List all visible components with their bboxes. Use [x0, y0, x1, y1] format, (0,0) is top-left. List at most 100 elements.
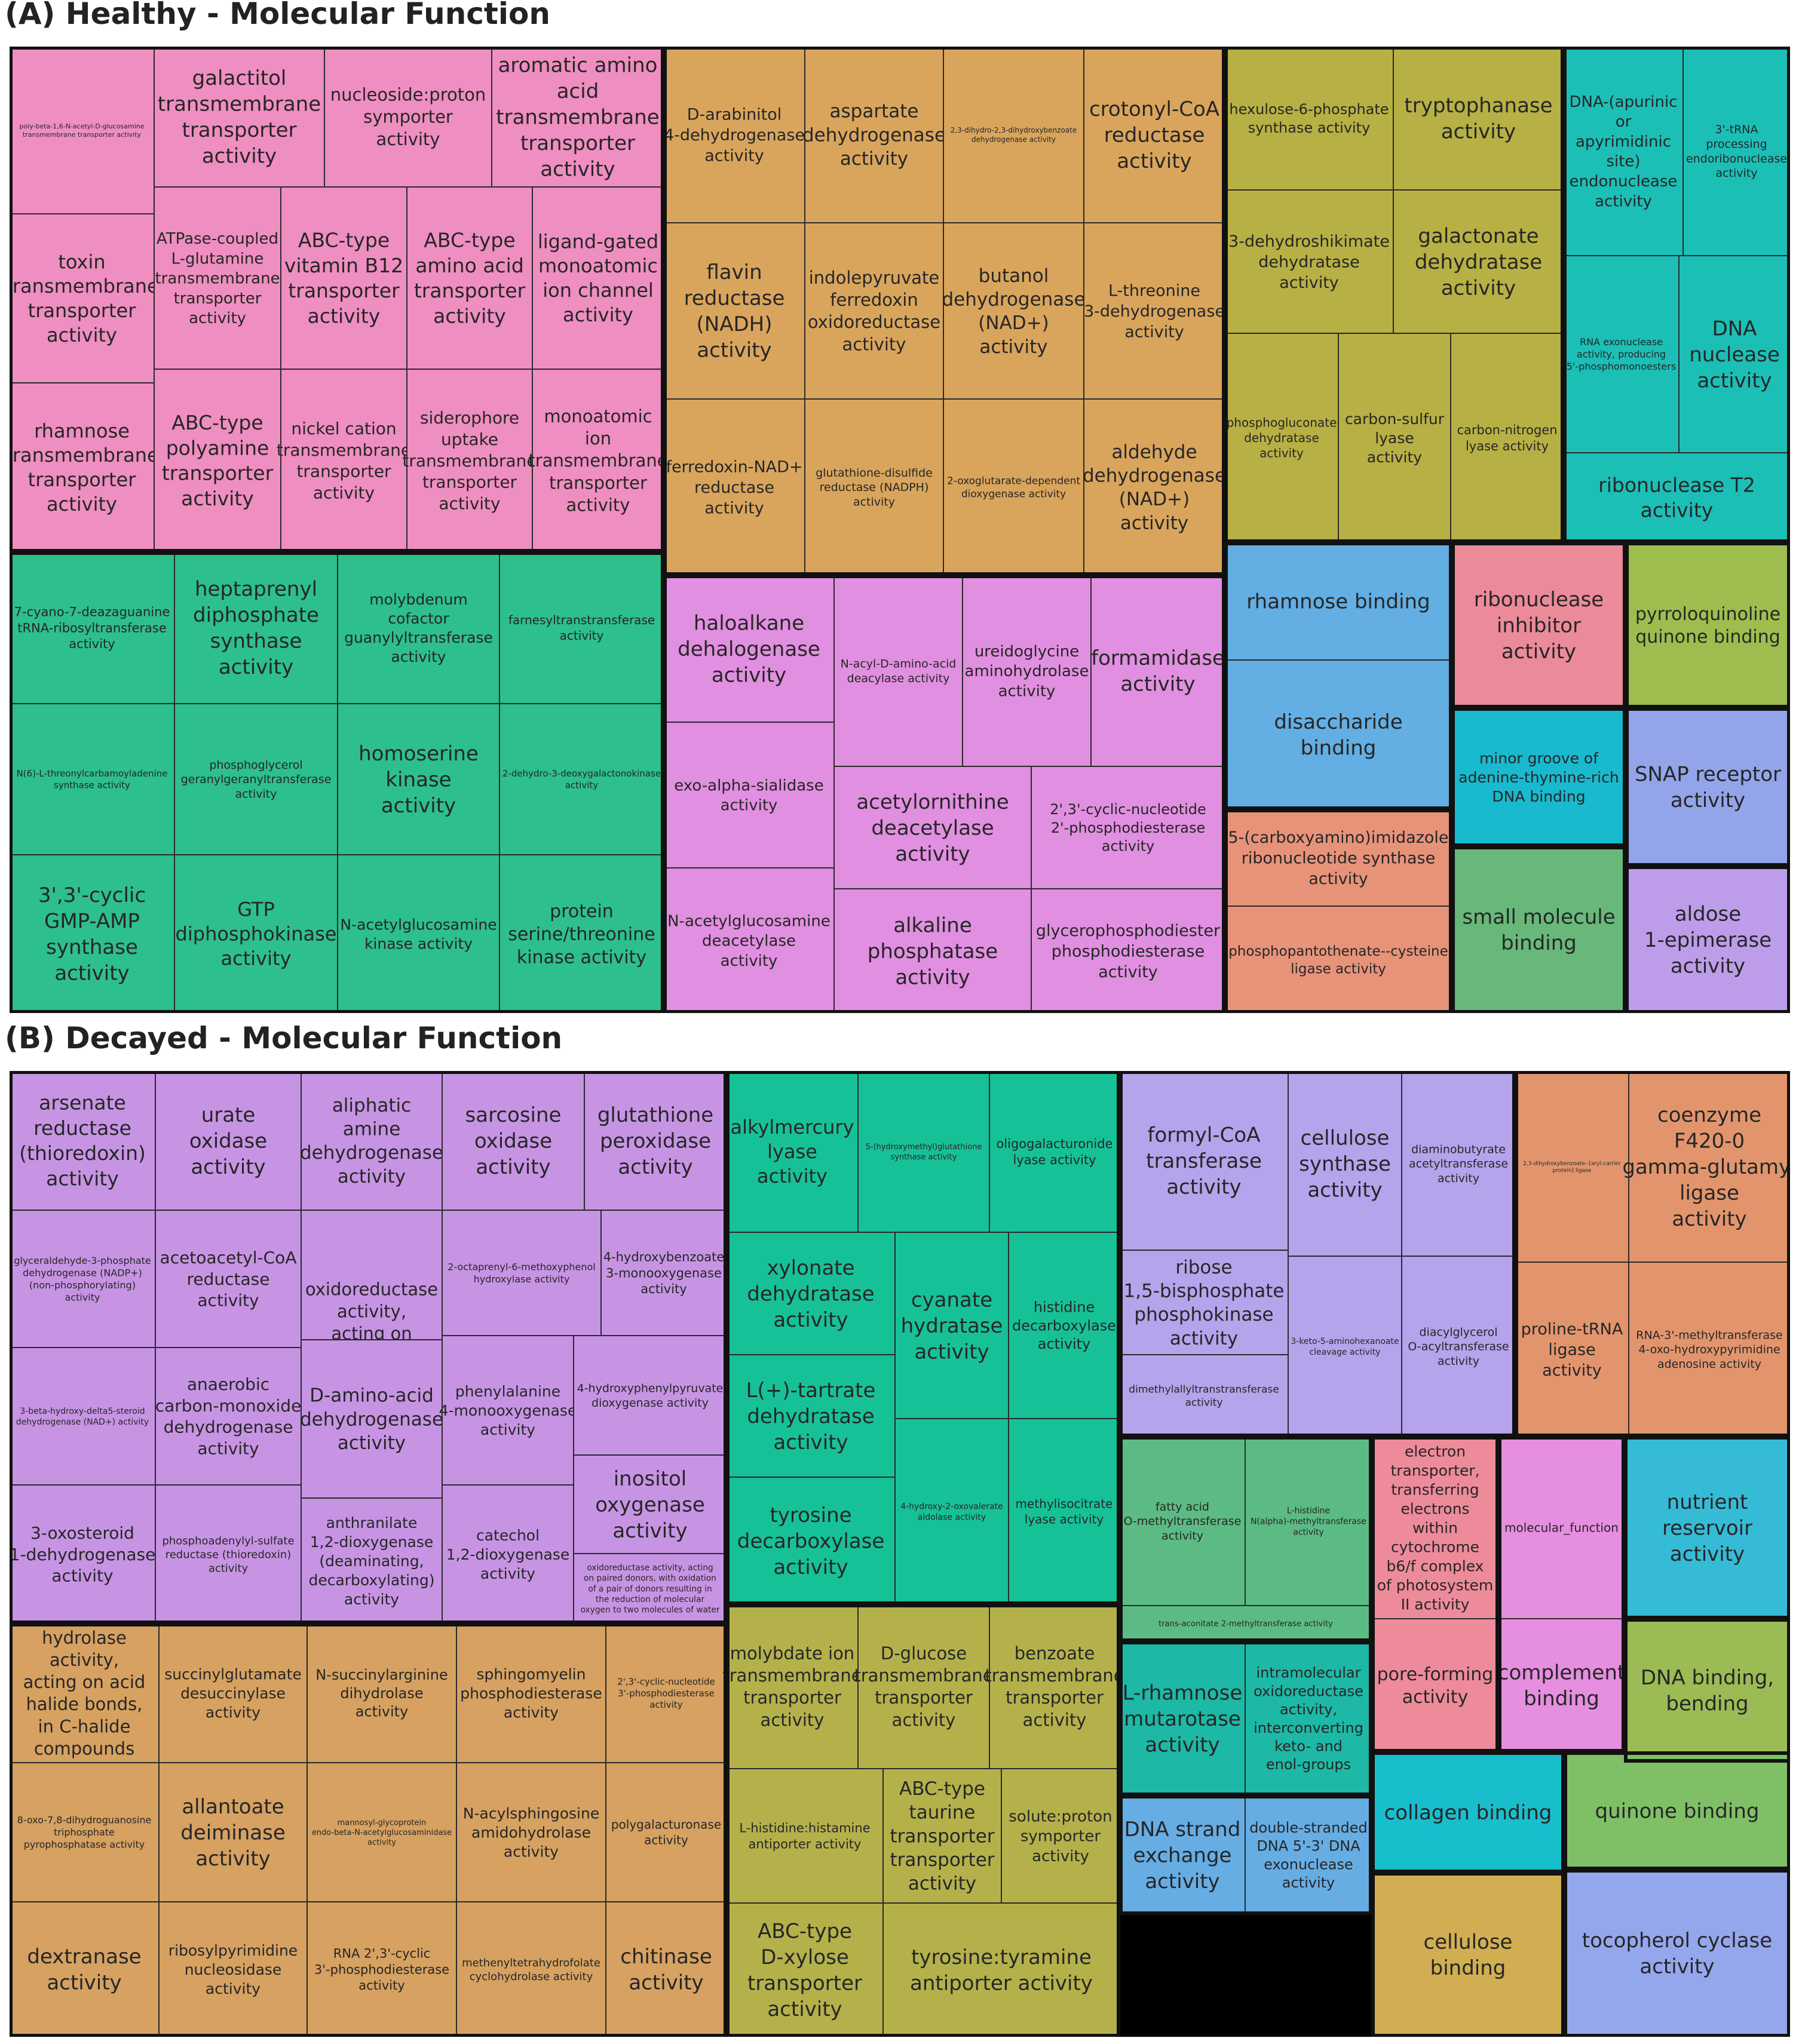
treemap-tile-healthy: 5-(carboxyamino)imidazole ribonucleotide … [1224, 809, 1452, 907]
treemap-tile-decayed: catechol 1,2-dioxygenase activity [442, 1484, 574, 1624]
tile-rect [663, 722, 835, 868]
tile-label: 2-octaprenyl-6-methoxyphenol hydroxylase … [448, 1261, 596, 1284]
tile-label: 2,3-dihydroxybenzoate--[aryl-carrier prot… [1523, 1161, 1621, 1174]
treemap-tile-healthy: small molecule binding [1451, 846, 1626, 1013]
treemap-tile-decayed: anaerobic carbon-monoxide dehydrogenase act… [155, 1347, 302, 1486]
tile-label: chitinase activity [620, 1945, 712, 1995]
panel-title-decayed: (B) Decayed - Molecular Function [5, 1021, 563, 1055]
tile-label: SNAP receptor activity [1635, 763, 1781, 813]
tile-label: aldehyde dehydrogenase (NAD+) activity [1083, 441, 1226, 534]
treemap-group-border [1624, 1436, 1790, 1619]
treemap-tile-decayed: D-glucose transmembrane transporter activit… [854, 1604, 994, 1769]
treemap-group-border [1564, 1869, 1790, 2037]
treemap-tile-healthy: alkaline phosphatase activity [833, 888, 1032, 1013]
tile-label: 3-beta-hydroxy-delta5-steroid dehydrogena… [16, 1407, 149, 1427]
treemap-tile-healthy: crotonyl-CoA reductase activity [1083, 47, 1225, 223]
tile-rect [155, 1484, 302, 1624]
tile-rect [1498, 1618, 1625, 1753]
tile-rect [1628, 1262, 1790, 1437]
tile-rect [1678, 255, 1790, 453]
tile-label: phosphoglycerol geranylgeranyltransferase… [181, 759, 332, 801]
treemap-tile-decayed: chitinase activity [605, 1901, 727, 2037]
treemap-group-border [1119, 1641, 1372, 1796]
tile-label: aromatic amino acid transmembrane transport… [496, 53, 659, 181]
treemap-tile-healthy: farnesyltranstransferase activity [499, 551, 664, 704]
tile-rect [10, 382, 155, 553]
tile-label: glutathione peroxidase activity [597, 1103, 713, 1179]
tile-rect [1008, 1418, 1120, 1605]
treemap-tile-decayed: 4-hydroxybenzoate 3-monooxygenase activity [600, 1210, 727, 1336]
treemap-tile-healthy: N-acetylglucosamine deacetylase activity [663, 867, 835, 1013]
tile-label: crotonyl-CoA reductase activity [1089, 97, 1219, 173]
tile-label: tryptophanase activity [1404, 94, 1552, 144]
tile-rect [857, 1604, 990, 1769]
treemap-tile-decayed: N-succinylarginine dihydrolase activity [307, 1623, 457, 1763]
tile-label: trans-aconitate 2-methyltransferase acti… [1159, 1620, 1333, 1629]
treemap-tile-healthy: exo-alpha-sialidase activity [663, 722, 835, 868]
tile-label: polygalacturonase activity [611, 1818, 721, 1847]
tile-label: monoatomic ion transmembrane transporter act… [528, 406, 667, 515]
treemap-tile-healthy: N-acetylglucosamine kinase activity [337, 854, 500, 1013]
tile-label: diaminobutyrate acetyltransferase activity [1409, 1143, 1508, 1185]
tile-label: ligand-gated monoatomic ion channel activit… [538, 230, 658, 326]
tile-label: L-histidine N(alpha)-methyltransferase act… [1251, 1506, 1366, 1537]
tile-rect [1563, 452, 1790, 543]
treemap-group-border [1498, 1436, 1625, 1753]
tile-label: heptaprenyl diphosphate synthase activity [193, 578, 319, 680]
tile-rect [1224, 333, 1339, 543]
treemap-tile-healthy: pyrroloquinoline quinone binding [1625, 542, 1790, 708]
treemap-healthy: poly-beta-1,6-N-acetyl-D-glucosamine tran… [10, 47, 1790, 1013]
treemap-tile-healthy: 3',3'-cyclic GMP-AMP synthase activity [10, 854, 175, 1013]
treemap-tile-healthy: butanol dehydrogenase (NAD+) activity [942, 222, 1086, 400]
treemap-decayed: arsenate reductase (thioredoxin) activity ur… [10, 1071, 1790, 2037]
tile-label: disaccharide binding [1274, 710, 1402, 760]
tile-label: aldose 1-epimerase activity [1644, 902, 1772, 978]
tile-label: ABC-type amino acid transporter activity [414, 229, 526, 328]
tile-label: nickel cation transmembrane transporter act… [277, 419, 411, 503]
tile-label: electron transporter, transferring electron… [1377, 1443, 1494, 1613]
treemap-tile-decayed: urate oxidase activity [155, 1071, 302, 1211]
treemap-tile-decayed: N-acylsphingosine amidohydrolase activity [456, 1762, 606, 1902]
tile-label: 3-keto-5-aminohexanoate cleavage activity [1291, 1337, 1399, 1357]
tile-label: phenylalanine 4-monooxygenase activity [439, 1383, 577, 1438]
tile-label: GTP diphosphokinase activity [176, 898, 337, 970]
tile-rect [584, 1071, 727, 1211]
tile-label: mannosyl-glycoprotein endo-beta-N-acetylg… [312, 1818, 452, 1847]
tile-label: 3'-tRNA processing endoribonuclease activit… [1686, 123, 1787, 180]
tile-label: phosphogluconate dehydratase activity [1227, 415, 1337, 460]
tile-label: poly-beta-1,6-N-acetyl-D-glucosamine tran… [19, 122, 144, 139]
tile-rect [943, 222, 1084, 400]
treemap-tile-healthy: formamidase activity [1090, 575, 1225, 767]
treemap-tile-healthy: nucleoside:proton symporter activity [324, 47, 492, 188]
treemap-tile-decayed: S-(hydroxymethyl)glutathione synthase act… [857, 1071, 990, 1233]
treemap-tile-healthy: 2-dehydro-3-deoxygalactonokinase activity [499, 703, 664, 855]
treemap-tile-healthy: monoatomic ion transmembrane transporter act… [528, 369, 668, 553]
tile-rect [174, 551, 338, 704]
treemap-tile-healthy: acetylornithine deacetylase activity [833, 766, 1032, 889]
tile-label: molecular_function [1504, 1521, 1619, 1535]
treemap-tile-decayed: phenylalanine 4-monooxygenase activity [439, 1335, 577, 1486]
treemap-group-border [663, 575, 1225, 1013]
treemap-tile-decayed: 2',3'-cyclic-nucleotide 3'-phosphodiester… [605, 1623, 727, 1763]
tile-rect [1682, 47, 1790, 256]
tile-label: ABC-type taurine transporter transporter act… [890, 1778, 994, 1895]
treemap-group-border [1451, 542, 1626, 708]
treemap-tile-decayed: polygalacturonase activity [605, 1762, 727, 1902]
treemap-tile-decayed: collagen binding [1371, 1751, 1565, 1873]
tile-rect [442, 1071, 585, 1211]
tile-rect [10, 1210, 156, 1348]
tile-rect [456, 1623, 606, 1763]
tile-label: 4-hydroxy-2-oxovalerate aldolase activity [900, 1502, 1003, 1522]
tile-label: cyanate hydratase activity [901, 1288, 1003, 1364]
treemap-tile-decayed: methylisocitrate lyase activity [1008, 1418, 1120, 1605]
tile-rect [280, 186, 407, 370]
tile-label: coenzyme F420-0 gamma-glutamyl ligase activi… [1622, 1103, 1790, 1231]
tile-label: N-acetylglucosamine deacetylase activity [667, 912, 830, 970]
tile-rect [1224, 659, 1452, 810]
tile-label: L-threonine 3-dehydrogenase activity [1084, 281, 1225, 341]
tile-label: N-succinylarginine dihydrolase activity [315, 1666, 448, 1720]
tile-rect [726, 1071, 859, 1233]
tile-rect [804, 47, 944, 223]
tile-label: alkylmercury lyase activity [731, 1116, 854, 1187]
tile-rect [1371, 1872, 1565, 2037]
